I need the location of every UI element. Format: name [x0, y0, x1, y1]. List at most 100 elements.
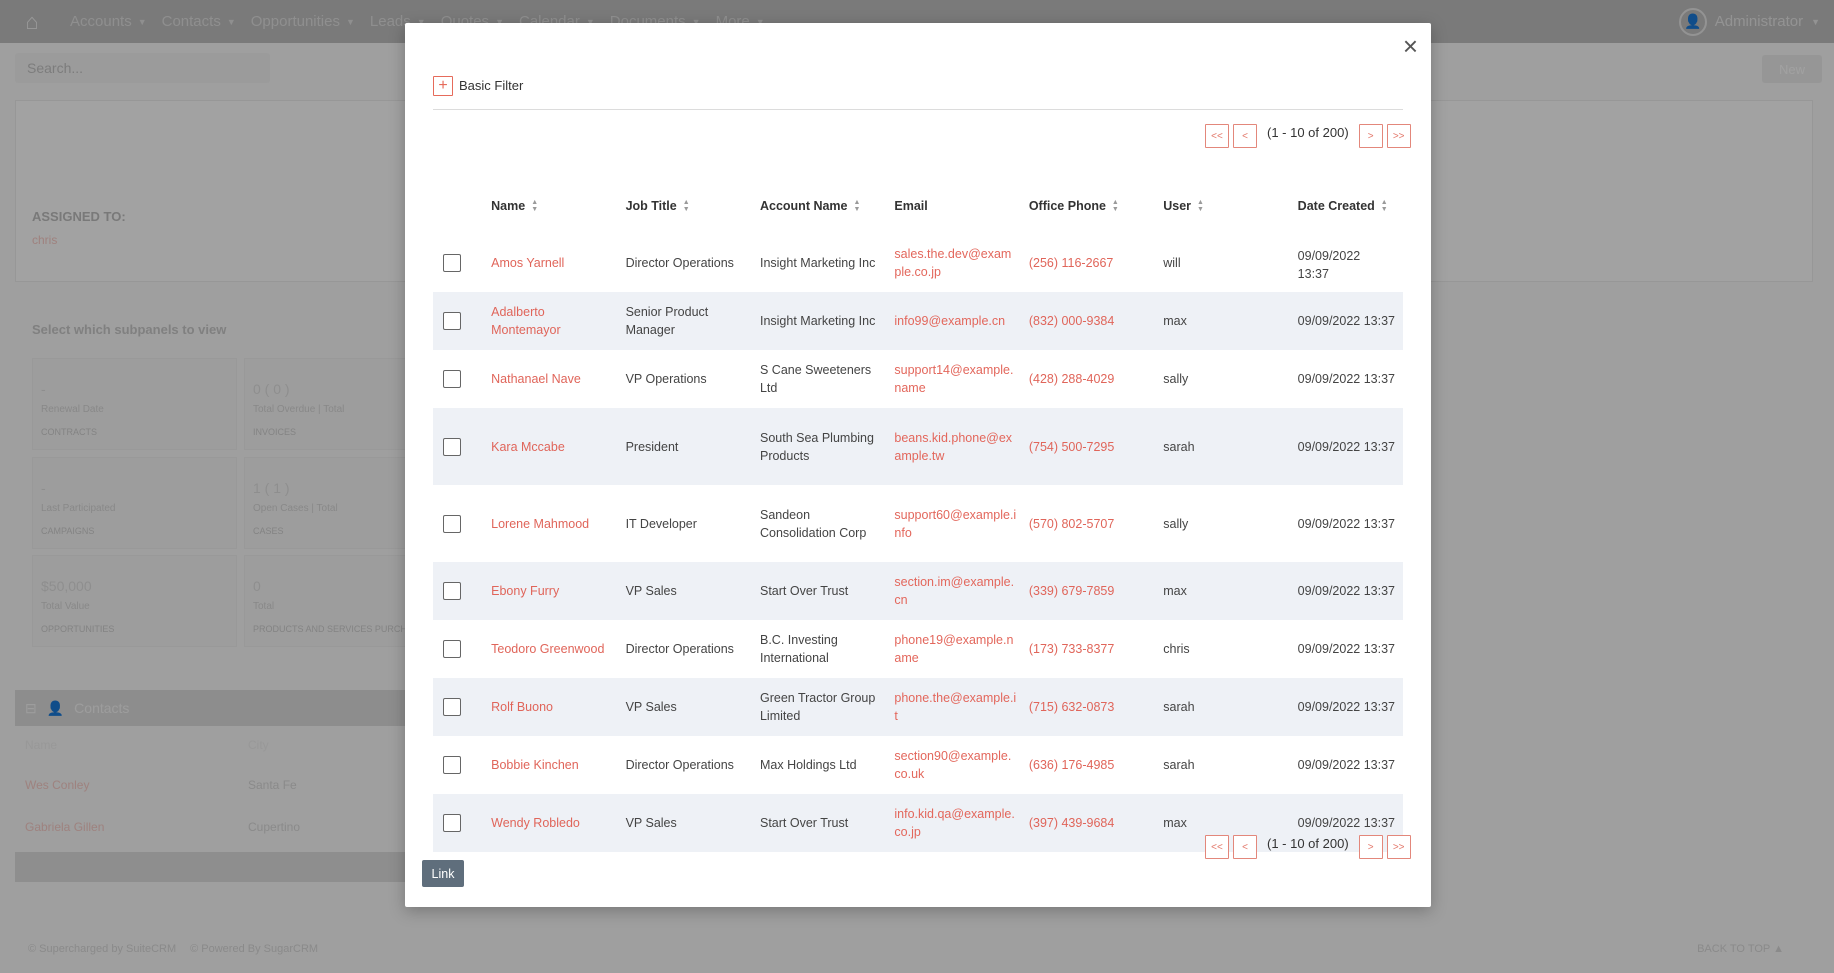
contacts-subpanel-header[interactable]: ⊟ 👤 Contacts	[15, 690, 435, 726]
column-header-city[interactable]: City	[248, 738, 269, 752]
phone-link[interactable]: (754) 500-7295	[1028, 439, 1115, 454]
email-link[interactable]: phone.the@example.it	[894, 691, 1017, 723]
contact-name-link[interactable]: Amos Yarnell	[491, 256, 565, 270]
back-to-top-link[interactable]: BACK TO TOP ▲	[1697, 943, 1784, 955]
nav-item-contacts[interactable]: Contacts ▼	[156, 0, 245, 43]
phone-link[interactable]: (832) 000-9384	[1028, 314, 1115, 328]
first-page-button[interactable]: <<	[1205, 124, 1229, 148]
sort-icon[interactable]: ▲ ▼	[853, 199, 861, 214]
row-checkbox[interactable]	[443, 756, 461, 775]
email-link[interactable]: beans.kid.phone@example.tw	[894, 430, 1013, 463]
phone-link[interactable]: (570) 802-5707	[1028, 516, 1115, 531]
global-search-input[interactable]: Search...	[15, 53, 270, 83]
sort-icon[interactable]: ▲ ▼	[1380, 199, 1388, 214]
user-menu[interactable]: 👤 Administrator ▼	[1678, 0, 1820, 43]
row-checkbox[interactable]	[443, 437, 461, 456]
column-header-name[interactable]: Name	[25, 738, 58, 752]
nav-item-leads[interactable]: Leads ▼	[364, 0, 435, 43]
row-checkbox[interactable]	[443, 582, 461, 601]
last-page-button[interactable]: >>	[1386, 124, 1411, 148]
account-name-cell: B.C. Investing International	[759, 633, 838, 665]
subpanel-tile-contracts[interactable]: - Renewal Date CONTRACTS	[32, 358, 237, 450]
subpanel-tile-opportunities[interactable]: $50,000 Total Value OPPORTUNITIES	[32, 555, 237, 647]
subpanel-tile-campaigns[interactable]: - Last Participated CAMPAIGNS	[32, 457, 237, 549]
tile-subtitle: Open Cases | Total	[253, 503, 338, 514]
assigned-to-value[interactable]: chris	[32, 233, 58, 247]
contact-name-link[interactable]: Wes Conley	[25, 778, 90, 792]
email-link[interactable]: support60@example.info	[894, 507, 1017, 540]
phone-link[interactable]: (715) 632-0873	[1028, 700, 1115, 714]
email-link[interactable]: info99@example.cn	[894, 314, 1006, 328]
prev-page-button[interactable]: <	[1233, 835, 1257, 859]
row-checkbox[interactable]	[443, 514, 461, 533]
contact-name-link[interactable]: Ebony Furry	[491, 584, 560, 598]
prev-page-button[interactable]: <	[1233, 124, 1257, 148]
sort-icon[interactable]: ▲ ▼	[682, 199, 690, 214]
date-created-cell: 09/09/2022 13:37	[1297, 642, 1395, 656]
contact-name-link[interactable]: Nathanael Nave	[491, 372, 581, 386]
last-page-button[interactable]: >>	[1386, 835, 1411, 859]
close-icon[interactable]: ×	[1402, 31, 1418, 61]
first-page-button[interactable]: <<	[1205, 835, 1229, 859]
row-checkbox[interactable]	[443, 640, 461, 659]
sort-icon[interactable]: ▲ ▼	[1111, 199, 1119, 214]
email-link[interactable]: section90@example.co.uk	[894, 749, 1012, 781]
phone-link[interactable]: (173) 733-8377	[1028, 642, 1115, 656]
row-checkbox[interactable]	[443, 254, 461, 273]
column-header-user[interactable]: User ▲ ▼	[1157, 178, 1291, 234]
phone-link[interactable]: (397) 439-9684	[1028, 816, 1115, 830]
row-checkbox[interactable]	[443, 698, 461, 717]
column-header-date-created[interactable]: Date Created ▲ ▼	[1292, 178, 1403, 234]
powered-link[interactable]: © Powered By SugarCRM	[190, 943, 319, 955]
column-header-job-title[interactable]: Job Title ▲ ▼	[620, 178, 754, 234]
email-link[interactable]: phone19@example.name	[894, 633, 1014, 665]
next-page-button[interactable]: >	[1358, 835, 1383, 859]
sort-icon[interactable]: ▲ ▼	[531, 199, 539, 214]
phone-link[interactable]: (428) 288-4029	[1028, 372, 1115, 386]
contacts-results-table: Name ▲ ▼ Job Title ▲ ▼ Account Name ▲ ▼ Email …	[433, 178, 1403, 852]
tile-subtitle: Total Overdue | Total	[253, 404, 345, 415]
contact-name-link[interactable]: Gabriela Gillen	[25, 820, 105, 834]
select-cell	[433, 292, 486, 350]
contact-name-link[interactable]: Kara Mccabe	[491, 439, 565, 454]
select-cell	[433, 234, 485, 292]
nav-item-opportunities[interactable]: Opportunities ▼	[245, 0, 364, 43]
row-checkbox[interactable]	[443, 370, 461, 389]
sort-icon[interactable]: ▲ ▼	[1197, 199, 1204, 214]
row-checkbox[interactable]	[443, 814, 461, 833]
contacts-subpanel-columns: Name City	[15, 726, 435, 764]
plus-icon[interactable]: +	[433, 76, 453, 96]
phone-cell: (636) 176-4985	[1023, 736, 1157, 794]
pagination-summary: (1 - 10 of 200)	[1267, 835, 1349, 851]
email-link[interactable]: section.im@example.cn	[894, 575, 1015, 607]
chevron-down-icon: ▼	[345, 16, 355, 27]
new-button[interactable]: New	[1762, 55, 1822, 83]
column-header-office-phone[interactable]: Office Phone ▲ ▼	[1023, 178, 1157, 234]
phone-link[interactable]: (339) 679-7859	[1028, 584, 1115, 598]
row-checkbox[interactable]	[443, 312, 461, 331]
account-name-cell: Start Over Trust	[753, 794, 889, 852]
link-button[interactable]: Link	[422, 860, 464, 887]
contact-name-link[interactable]: Adalberto Montemayor	[491, 305, 561, 337]
email-link[interactable]: info.kid.qa@example.co.jp	[894, 807, 1015, 839]
contact-name-link[interactable]: Teodoro Greenwood	[491, 642, 605, 656]
email-link[interactable]: support14@example.name	[894, 363, 1014, 395]
contact-name-link[interactable]: Lorene Mahmood	[491, 516, 590, 531]
account-name-cell: South Sea Plumbing Products	[753, 408, 889, 485]
collapse-icon[interactable]: ⊟	[25, 699, 37, 716]
phone-link[interactable]: (636) 176-4985	[1028, 758, 1115, 772]
contact-name-link[interactable]: Bobbie Kinchen	[491, 758, 579, 772]
column-header-name[interactable]: Name ▲ ▼	[485, 178, 619, 234]
contact-name-link[interactable]: Wendy Robledo	[491, 816, 580, 830]
nav-item-accounts[interactable]: Accounts ▼	[64, 0, 156, 43]
email-link[interactable]: sales.the.dev@example.co.jp	[894, 247, 1012, 279]
supercharged-link[interactable]: © Supercharged by SuiteCRM	[28, 943, 177, 955]
contact-name-link[interactable]: Rolf Buono	[491, 700, 553, 714]
column-header-account-name[interactable]: Account Name ▲ ▼	[754, 178, 888, 234]
phone-link[interactable]: (256) 116-2667	[1028, 256, 1114, 270]
basic-filter-toggle[interactable]: Basic Filter	[459, 78, 524, 93]
email-cell: support14@example.name	[888, 350, 1022, 408]
next-page-button[interactable]: >	[1358, 124, 1383, 148]
home-icon[interactable]: ⌂	[25, 8, 39, 34]
contacts-subpanel-title: Contacts	[74, 700, 130, 716]
